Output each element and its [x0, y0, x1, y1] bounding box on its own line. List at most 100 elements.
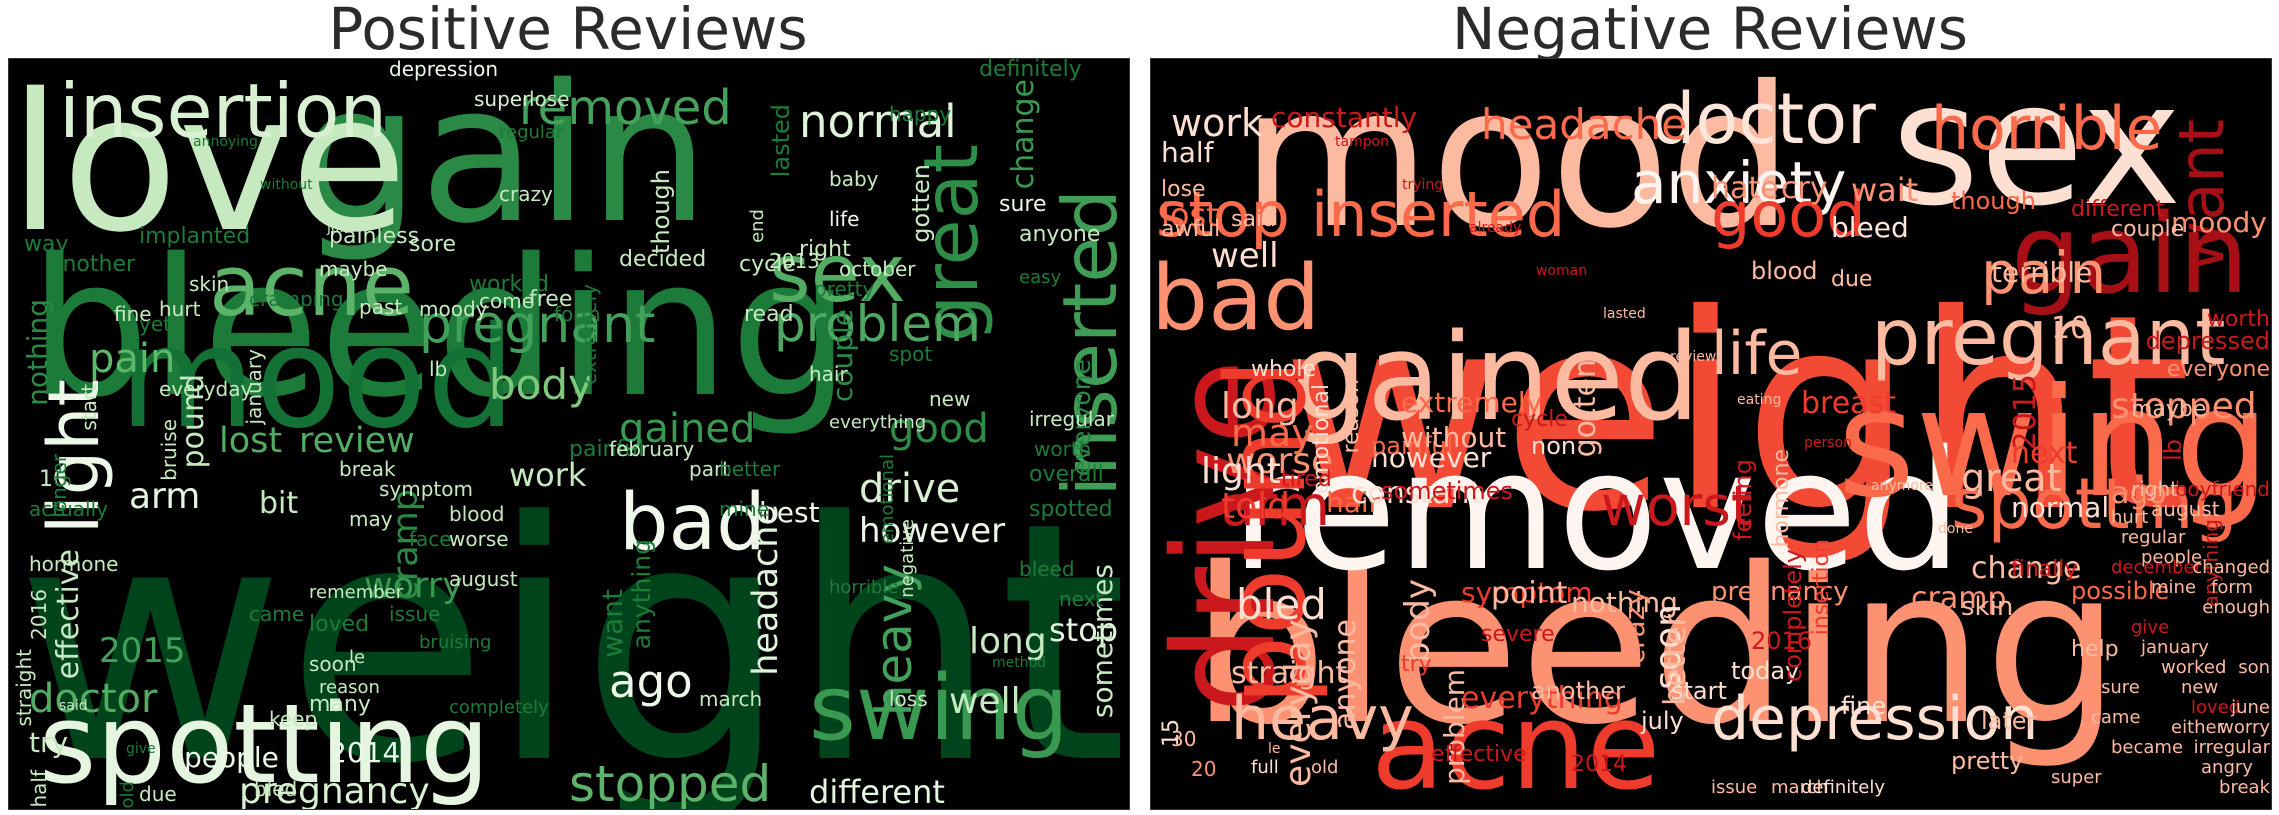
word-worse: worse [1226, 441, 1334, 482]
word-free: free [529, 287, 573, 312]
word-loss: loss [889, 687, 928, 711]
word-insertion: insertion [1809, 539, 1834, 636]
word-boyfriend: boyfriend [2174, 477, 2270, 501]
word-irregular: irregular [1029, 407, 1114, 431]
word-hair: hair [809, 362, 848, 386]
word-start: start [1671, 677, 1727, 705]
word-moody: moody [419, 297, 488, 321]
word-blood: blood [449, 502, 505, 526]
word-try: try [29, 726, 69, 759]
word-inserted: inserted [1311, 178, 1566, 251]
word-mine: mine [2151, 577, 2197, 598]
word-super: super [2051, 767, 2102, 788]
word-people: people [2141, 547, 2203, 568]
word-gain: gain [299, 58, 710, 265]
word-sex: sex [1891, 58, 2182, 244]
word-due: due [139, 782, 177, 806]
word-moody: moody [2171, 206, 2267, 239]
word-different: different [809, 773, 945, 810]
word-august: august [449, 567, 518, 591]
word-stop: stop [1049, 611, 1119, 649]
word-worry: worry [364, 566, 463, 606]
word-point: point [1491, 576, 1568, 611]
word-couple: couple [826, 309, 859, 403]
word-may: may [349, 507, 393, 531]
word-sure: sure [999, 192, 1047, 217]
word-good: good [889, 406, 989, 452]
word-loved: loved [309, 612, 370, 637]
word-worked: worked [2161, 657, 2227, 678]
word-non: non [1531, 432, 1577, 460]
word-constantly: constantly [1271, 101, 1418, 134]
word-lose: lose [1161, 177, 1206, 202]
word-insertion: insertion [59, 67, 388, 155]
word-normal: normal [2011, 491, 2110, 524]
word-depression: depression [1711, 684, 2039, 754]
word-job: job [327, 220, 349, 236]
word-another: another [1531, 677, 1625, 705]
word-better: better [719, 457, 781, 481]
word-however: however [1371, 441, 1492, 474]
word-worst: worst [1601, 474, 1753, 538]
word-doctor: doctor [1651, 78, 1876, 160]
word-irregular: irregular [2193, 737, 2270, 758]
word-bad: bad [619, 478, 766, 568]
word-couple: couple [2111, 217, 2185, 242]
word-extremely: extremely [1401, 386, 1543, 419]
word-10: 10 [39, 467, 67, 492]
word-painful: painful [1371, 432, 1454, 460]
word-terrible: terrible [1991, 256, 2093, 289]
word-easy: easy [1019, 267, 1062, 288]
word-blood: blood [1751, 257, 1818, 285]
word-worse: worse [449, 527, 509, 551]
word-tired: tired [1281, 467, 1332, 492]
word-good: good [1711, 178, 1866, 251]
word-completely: completely [449, 697, 549, 718]
word-straight: straight [1231, 656, 1348, 691]
word-pretty: pretty [814, 277, 875, 301]
word-hurt: hurt [2111, 507, 2149, 528]
word-sore: sore [409, 232, 457, 257]
word-bleed: bleed [1019, 557, 1075, 581]
word-lb: lb [429, 357, 448, 381]
word-extremely: extremely [577, 284, 601, 385]
word-light: light [1201, 451, 1281, 492]
word-bleeding: bleeding [29, 218, 851, 439]
word-actually: actually [29, 497, 108, 521]
word-pretty: pretty [1951, 747, 2024, 775]
word-break: break [2219, 777, 2270, 798]
word-2015: 2015 [99, 631, 186, 671]
word-sometimes: sometimes [1381, 477, 1514, 505]
word-painless: painless [329, 224, 420, 249]
word-eating: eating [1737, 392, 1782, 408]
word-end: end [747, 209, 768, 243]
word-implanted: implanted [139, 224, 251, 249]
word-lost: lost [219, 421, 283, 461]
word-worry: worry [2219, 717, 2270, 738]
word-form: form [2211, 577, 2253, 598]
word-acne: acne [209, 237, 414, 336]
word-symptom: symptom [379, 477, 473, 501]
word-maybe: maybe [319, 257, 388, 281]
word-break: break [339, 457, 396, 481]
word-stopped: stopped [2111, 386, 2257, 427]
word-normal: normal [799, 95, 957, 148]
word-horrible: horrible [1931, 94, 2163, 164]
word-lasted: lasted [767, 104, 795, 178]
word-drive: drive [859, 466, 961, 512]
word-lb: lb [2159, 439, 2187, 461]
word-fine: fine [1841, 692, 1887, 720]
word-10: 10 [2051, 311, 2090, 346]
word-worth: worth [1034, 437, 1092, 461]
word-became: became [2111, 737, 2184, 758]
word-ago: ago [2111, 476, 2167, 511]
word-different: different [2071, 197, 2165, 222]
word-straight: straight [12, 649, 36, 727]
word-anything: anything [627, 539, 656, 650]
word-cramping: cramping [249, 287, 344, 311]
word-gain: gain [2011, 190, 2249, 318]
word-though: though [1951, 187, 2036, 215]
word-later: later [1981, 707, 2037, 735]
word-decided: decided [619, 247, 707, 272]
word-long: long [1221, 386, 1299, 427]
